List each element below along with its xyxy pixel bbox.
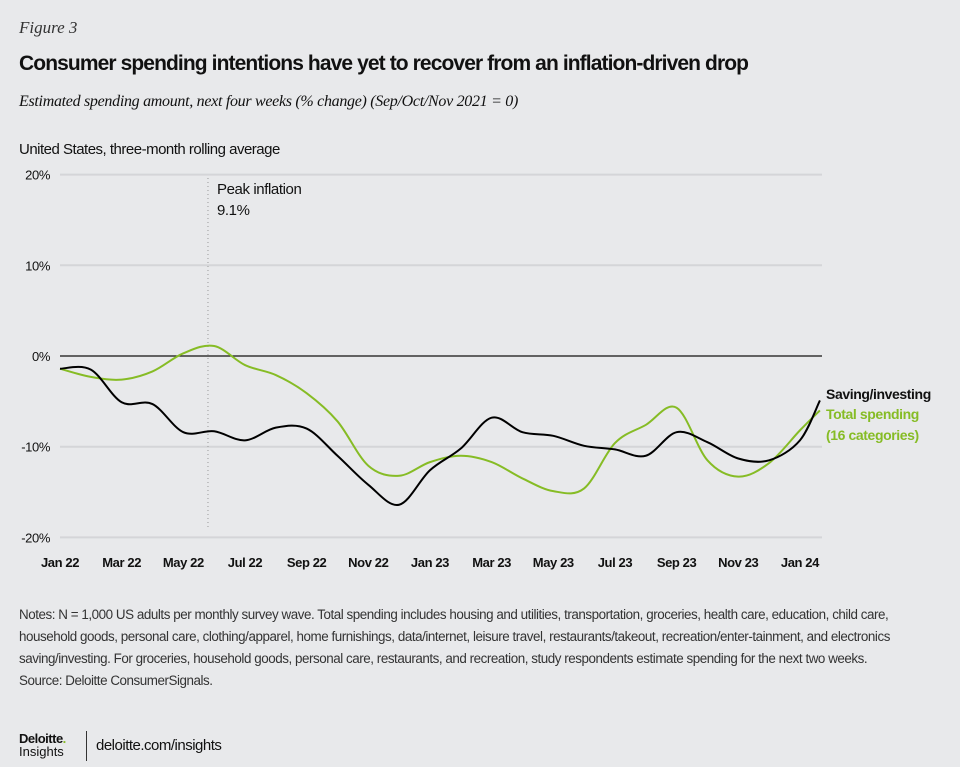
y-tick-label: 10%: [25, 258, 51, 273]
x-tick-label: Jul 22: [228, 555, 263, 570]
x-tick-label: Jan 23: [411, 555, 449, 570]
legend-total-spending-line2: (16 categories): [826, 427, 919, 443]
region-label: United States, three-month rolling avera…: [19, 141, 280, 158]
chart-title: Consumer spending intentions have yet to…: [19, 52, 749, 75]
x-tick-label: May 22: [163, 555, 204, 570]
source-text: Source: Deloitte ConsumerSignals.: [19, 673, 213, 688]
x-tick-label: Nov 23: [718, 555, 758, 570]
x-tick-label: Jan 24: [781, 555, 820, 570]
x-tick-label: Sep 22: [287, 555, 327, 570]
legend-saving-investing: Saving/investing: [826, 386, 931, 402]
footer-url[interactable]: deloitte.com/insights: [96, 737, 222, 754]
series-line-total-spending: [59, 344, 821, 495]
x-tick-label: Jul 23: [598, 555, 633, 570]
divider: [86, 731, 87, 761]
chart-subtitle: Estimated spending amount, next four wee…: [19, 93, 518, 110]
line-chart: 20% 10% 0% -10% -20% Jan 22 Mar 22 May 22 Jul 22…: [21, 168, 931, 570]
x-tick-label: May 23: [533, 555, 574, 570]
annotation-value: 9.1%: [217, 202, 250, 219]
x-tick-label: Sep 23: [657, 555, 697, 570]
y-tick-label: -20%: [21, 530, 51, 545]
logo-line2: Insights: [19, 744, 64, 759]
x-tick-label: Mar 23: [472, 555, 511, 570]
notes-text: Notes: N = 1,000 US adults per monthly s…: [19, 607, 890, 666]
y-tick-label: -10%: [21, 440, 51, 455]
legend-total-spending-line1: Total spending: [826, 406, 919, 422]
deloitte-insights-logo: Deloitte. Insights: [19, 731, 66, 759]
y-tick-label: 20%: [25, 168, 51, 183]
x-tick-label: Nov 22: [348, 555, 388, 570]
notes: Notes: N = 1,000 US adults per monthly s…: [19, 604, 944, 692]
x-tick-label: Mar 22: [102, 555, 141, 570]
y-tick-label: 0%: [32, 349, 51, 364]
annotation-label: Peak inflation: [217, 181, 302, 198]
series-line-saving-investing: [59, 365, 821, 506]
logo-line1: Deloitte: [19, 731, 63, 746]
figure-label: Figure 3: [19, 18, 78, 37]
x-tick-label: Jan 22: [41, 555, 79, 570]
